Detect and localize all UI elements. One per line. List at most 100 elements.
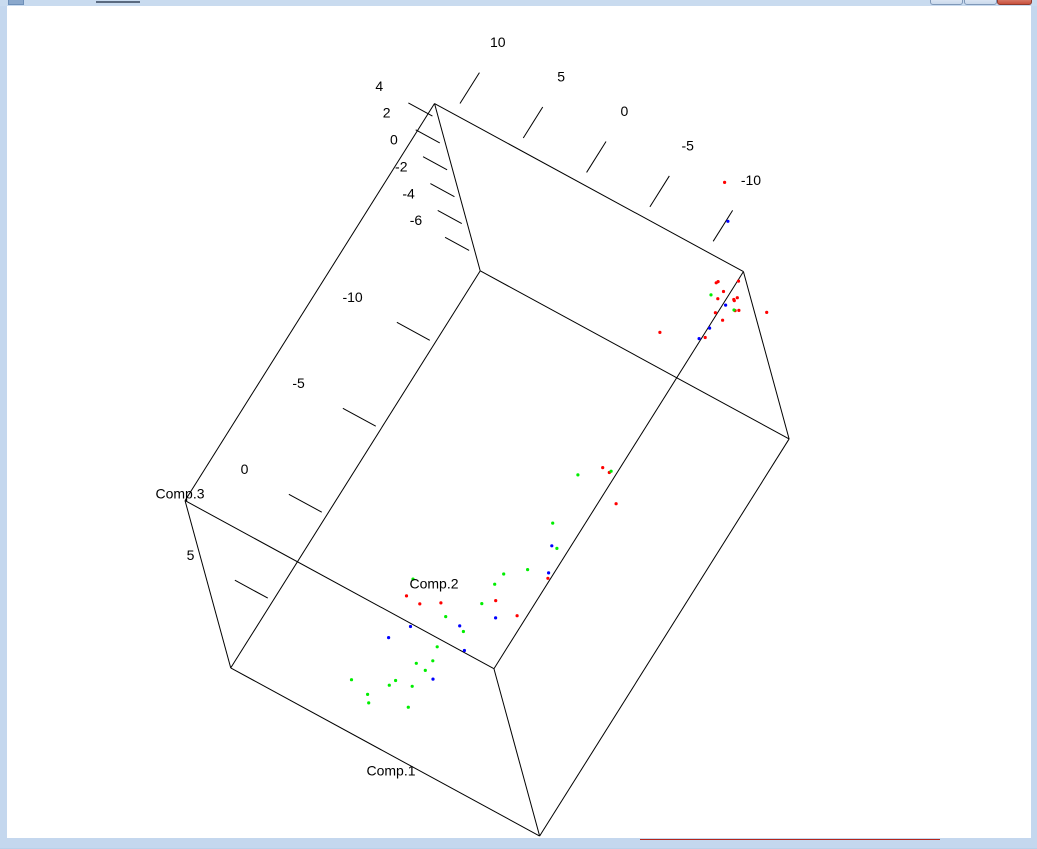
z-tick-label: 4 bbox=[375, 78, 383, 94]
data-point bbox=[444, 615, 448, 619]
data-point bbox=[724, 303, 728, 307]
z-tick-label: -2 bbox=[395, 158, 408, 174]
data-point bbox=[550, 544, 554, 548]
box-edge bbox=[434, 103, 481, 271]
z-tick-mark bbox=[422, 156, 448, 171]
box-edge bbox=[184, 500, 495, 670]
minimize-button[interactable] bbox=[930, 0, 963, 5]
data-points bbox=[349, 180, 769, 709]
data-point bbox=[721, 318, 725, 322]
data-point bbox=[732, 299, 736, 303]
y-tick-label: -10 bbox=[741, 172, 761, 188]
data-point bbox=[480, 602, 484, 606]
app-icon[interactable] bbox=[8, 0, 24, 5]
z-tick-label: 0 bbox=[390, 132, 398, 148]
data-point bbox=[394, 678, 398, 683]
box-edge bbox=[184, 103, 435, 501]
data-point bbox=[431, 659, 435, 663]
data-point bbox=[551, 521, 555, 525]
data-point bbox=[555, 546, 559, 551]
z-tick-mark bbox=[437, 210, 463, 225]
z-tick-label: 2 bbox=[383, 105, 391, 121]
data-point bbox=[614, 502, 618, 506]
console-fragment bbox=[640, 839, 940, 849]
z-tick-mark bbox=[444, 236, 470, 251]
box-edge bbox=[479, 270, 790, 440]
box-edge bbox=[184, 500, 232, 669]
box-edge bbox=[230, 270, 481, 669]
data-point bbox=[410, 684, 414, 688]
y-tick-label: 10 bbox=[490, 34, 506, 50]
console-strip bbox=[0, 838, 1037, 848]
data-point bbox=[726, 219, 730, 223]
data-point bbox=[709, 293, 713, 297]
z-tick-mark bbox=[408, 102, 433, 117]
x-tick-mark bbox=[342, 407, 377, 427]
data-point bbox=[765, 310, 769, 314]
x-tick-mark bbox=[396, 321, 431, 341]
x-axis-label: Comp.1 bbox=[366, 763, 415, 779]
data-point bbox=[349, 678, 354, 682]
data-point bbox=[494, 599, 498, 603]
data-point bbox=[703, 335, 707, 340]
data-point bbox=[716, 297, 720, 301]
data-point bbox=[411, 577, 415, 581]
y-tick-label: 0 bbox=[620, 103, 628, 119]
data-point bbox=[366, 692, 370, 697]
data-point bbox=[458, 624, 462, 628]
data-point bbox=[714, 281, 718, 285]
data-point bbox=[387, 683, 391, 687]
y-axis-label: Comp.2 bbox=[409, 576, 458, 592]
z-tick-label: -4 bbox=[402, 185, 415, 201]
data-point bbox=[462, 648, 466, 653]
data-point bbox=[713, 311, 718, 315]
title-bar[interactable] bbox=[0, 0, 1037, 6]
data-point bbox=[546, 576, 550, 580]
plot-canvas: -10 -5 0 5 -10 -5 0 5 10 4 2 0 -2 -4 -6 Comp.1 Comp.2 Co… bbox=[7, 6, 1031, 838]
data-point bbox=[708, 326, 712, 330]
x-tick-label: -5 bbox=[292, 375, 305, 391]
box-edge bbox=[539, 438, 790, 837]
plot-box bbox=[184, 103, 790, 837]
data-point bbox=[461, 629, 465, 634]
x-tick-label: -10 bbox=[342, 289, 362, 305]
data-point bbox=[494, 616, 498, 620]
data-point bbox=[609, 469, 613, 473]
data-point bbox=[439, 601, 443, 605]
data-point bbox=[576, 473, 580, 477]
axis-labels: Comp.1 Comp.2 Comp.3 bbox=[155, 486, 458, 779]
box-edge bbox=[434, 103, 744, 273]
z-tick-mark bbox=[415, 129, 441, 144]
y-tick-label: -5 bbox=[681, 137, 694, 153]
data-point bbox=[367, 701, 371, 705]
x-tick-label: 0 bbox=[241, 461, 249, 477]
data-point bbox=[414, 661, 418, 665]
data-point bbox=[431, 677, 435, 681]
y-tick-label: 5 bbox=[557, 69, 565, 85]
y-tick-mark bbox=[459, 72, 480, 104]
box-edge bbox=[742, 271, 790, 440]
y-tick-mark bbox=[649, 175, 670, 208]
data-point bbox=[408, 624, 413, 629]
box-edge bbox=[493, 271, 744, 669]
data-point bbox=[721, 289, 726, 294]
data-point bbox=[406, 705, 410, 709]
data-point bbox=[547, 571, 551, 575]
data-point bbox=[418, 602, 422, 606]
data-point bbox=[493, 582, 497, 586]
y-tick-mark bbox=[522, 106, 544, 139]
close-button[interactable] bbox=[997, 0, 1032, 5]
data-point bbox=[732, 308, 736, 312]
data-point bbox=[737, 308, 741, 312]
data-point bbox=[423, 668, 427, 673]
maximize-button[interactable] bbox=[964, 0, 997, 5]
y-tick-mark bbox=[586, 141, 607, 173]
data-point bbox=[526, 568, 530, 572]
axis-ticks: -10 -5 0 5 -10 -5 0 5 10 42 0 -2 -4 -6 bbox=[187, 34, 761, 599]
box-edge bbox=[493, 668, 541, 837]
x-tick-label: 5 bbox=[187, 547, 195, 563]
x-tick-mark bbox=[234, 579, 269, 599]
data-point bbox=[723, 180, 727, 184]
